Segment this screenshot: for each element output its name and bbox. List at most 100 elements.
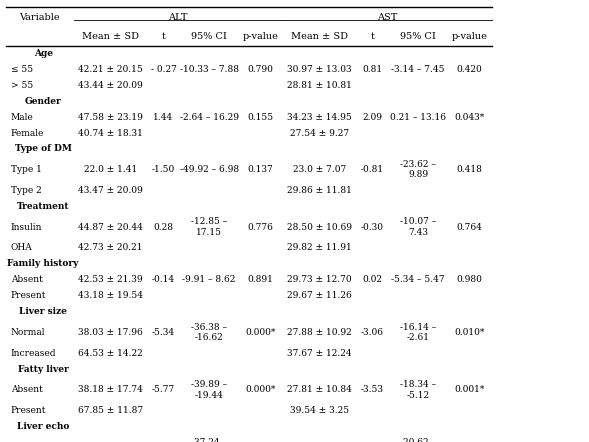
Text: 34.23 ± 14.95: 34.23 ± 14.95 <box>287 113 352 122</box>
Text: 0.891: 0.891 <box>248 275 273 284</box>
Text: 27.88 ± 10.92: 27.88 ± 10.92 <box>287 328 352 337</box>
Text: Male: Male <box>11 113 34 122</box>
Text: -12.85 –
17.15: -12.85 – 17.15 <box>191 217 227 237</box>
Text: 0.764: 0.764 <box>457 223 482 232</box>
Text: -10.07 –
7.43: -10.07 – 7.43 <box>400 217 436 237</box>
Text: 0.010*: 0.010* <box>455 328 485 337</box>
Text: -2.64 – 16.29: -2.64 – 16.29 <box>180 113 239 122</box>
Text: -3.14 – 7.45: -3.14 – 7.45 <box>392 65 445 74</box>
Text: 47.58 ± 23.19: 47.58 ± 23.19 <box>78 113 143 122</box>
Text: 0.001*: 0.001* <box>455 385 485 394</box>
Text: -18.34 –
-5.12: -18.34 – -5.12 <box>400 380 436 400</box>
Text: 43.18 ± 19.54: 43.18 ± 19.54 <box>78 291 143 300</box>
Text: 43.47 ± 20.09: 43.47 ± 20.09 <box>78 186 143 195</box>
Text: -23.62 –
9.89: -23.62 – 9.89 <box>401 160 436 179</box>
Text: Family history: Family history <box>8 259 79 268</box>
Text: -1.50: -1.50 <box>152 165 175 174</box>
Text: ≤ 55: ≤ 55 <box>11 65 33 74</box>
Text: -9.91 – 8.62: -9.91 – 8.62 <box>183 275 236 284</box>
Text: Liver echo: Liver echo <box>17 422 70 431</box>
Text: 0.000*: 0.000* <box>246 385 276 394</box>
Text: 0.980: 0.980 <box>457 275 482 284</box>
Text: > 55: > 55 <box>11 81 33 90</box>
Text: OHA: OHA <box>11 244 32 252</box>
Text: 0.21 – 13.16: 0.21 – 13.16 <box>390 113 446 122</box>
Text: 0.043*: 0.043* <box>455 113 485 122</box>
Text: 22.0 ± 1.41: 22.0 ± 1.41 <box>84 165 137 174</box>
Text: Type 1: Type 1 <box>11 165 41 174</box>
Text: -5.34 – 5.47: -5.34 – 5.47 <box>391 275 445 284</box>
Text: -3.53: -3.53 <box>361 385 384 394</box>
Text: 0.420: 0.420 <box>457 65 482 74</box>
Text: -5.34: -5.34 <box>152 328 175 337</box>
Text: Increased: Increased <box>11 349 56 358</box>
Text: Type 2: Type 2 <box>11 186 41 195</box>
Text: 44.87 ± 20.44: 44.87 ± 20.44 <box>78 223 143 232</box>
Text: 28.50 ± 10.69: 28.50 ± 10.69 <box>287 223 352 232</box>
Text: 0.81: 0.81 <box>362 65 383 74</box>
Text: -3.06: -3.06 <box>361 328 384 337</box>
Text: 27.54 ± 9.27: 27.54 ± 9.27 <box>290 129 349 137</box>
Text: t: t <box>370 32 375 41</box>
Text: 23.0 ± 7.07: 23.0 ± 7.07 <box>293 165 346 174</box>
Text: 1.44: 1.44 <box>153 113 174 122</box>
Text: 29.82 ± 11.91: 29.82 ± 11.91 <box>287 244 352 252</box>
Text: 37.67 ± 12.24: 37.67 ± 12.24 <box>287 349 352 358</box>
Text: 0.790: 0.790 <box>248 65 273 74</box>
Text: -10.33 – 7.88: -10.33 – 7.88 <box>180 65 239 74</box>
Text: 29.86 ± 11.81: 29.86 ± 11.81 <box>287 186 352 195</box>
Text: 64.53 ± 14.22: 64.53 ± 14.22 <box>78 349 143 358</box>
Text: 95% CI: 95% CI <box>401 32 436 41</box>
Text: 0.02: 0.02 <box>363 275 382 284</box>
Text: 0.418: 0.418 <box>457 165 482 174</box>
Text: 43.44 ± 20.09: 43.44 ± 20.09 <box>78 81 143 90</box>
Text: 40.74 ± 18.31: 40.74 ± 18.31 <box>78 129 143 137</box>
Text: Liver size: Liver size <box>19 307 67 316</box>
Text: p-value: p-value <box>243 32 279 41</box>
Text: 0.776: 0.776 <box>248 223 273 232</box>
Text: -0.14: -0.14 <box>152 275 175 284</box>
Text: 27.81 ± 10.84: 27.81 ± 10.84 <box>287 385 352 394</box>
Text: 2.09: 2.09 <box>363 113 382 122</box>
Text: Age: Age <box>34 49 52 58</box>
Text: 0.155: 0.155 <box>247 113 274 122</box>
Text: Type of DM: Type of DM <box>15 145 72 153</box>
Text: -39.89 –
-19.44: -39.89 – -19.44 <box>191 380 227 400</box>
Text: 95% CI: 95% CI <box>191 32 227 41</box>
Text: Absent: Absent <box>11 385 42 394</box>
Text: Variable: Variable <box>19 13 60 22</box>
Text: 42.73 ± 20.21: 42.73 ± 20.21 <box>78 244 143 252</box>
Text: Normal: Normal <box>11 328 45 337</box>
Text: 30.97 ± 13.03: 30.97 ± 13.03 <box>287 65 352 74</box>
Text: -36.38 –
-16.62: -36.38 – -16.62 <box>191 323 227 342</box>
Text: AST: AST <box>377 13 398 22</box>
Text: Absent: Absent <box>11 275 42 284</box>
Text: Present: Present <box>11 406 46 415</box>
Text: -37.24 –
-20.54: -37.24 – -20.54 <box>191 438 227 442</box>
Text: 0.28: 0.28 <box>154 223 173 232</box>
Text: t: t <box>161 32 166 41</box>
Text: 0.000*: 0.000* <box>246 328 276 337</box>
Text: - 0.27: - 0.27 <box>151 65 176 74</box>
Text: 42.21 ± 20.15: 42.21 ± 20.15 <box>78 65 143 74</box>
Text: Present: Present <box>11 291 46 300</box>
Text: -20.62 –
-6.45: -20.62 – -6.45 <box>400 438 436 442</box>
Text: -49.92 – 6.98: -49.92 – 6.98 <box>180 165 239 174</box>
Text: Gender: Gender <box>25 97 61 106</box>
Text: Insulin: Insulin <box>11 223 42 232</box>
Text: Treatment: Treatment <box>17 202 70 211</box>
Text: Mean ± SD: Mean ± SD <box>82 32 139 41</box>
Text: 28.81 ± 10.81: 28.81 ± 10.81 <box>287 81 352 90</box>
Text: -0.81: -0.81 <box>361 165 384 174</box>
Text: 29.67 ± 11.26: 29.67 ± 11.26 <box>287 291 352 300</box>
Text: Fatty liver: Fatty liver <box>18 365 68 373</box>
Text: p-value: p-value <box>452 32 488 41</box>
Text: ALT: ALT <box>168 13 188 22</box>
Text: Mean ± SD: Mean ± SD <box>291 32 348 41</box>
Text: 39.54 ± 3.25: 39.54 ± 3.25 <box>290 406 349 415</box>
Text: 0.137: 0.137 <box>248 165 273 174</box>
Text: -16.14 –
-2.61: -16.14 – -2.61 <box>400 323 436 342</box>
Text: 38.18 ± 17.74: 38.18 ± 17.74 <box>78 385 143 394</box>
Text: 67.85 ± 11.87: 67.85 ± 11.87 <box>78 406 143 415</box>
Text: 38.03 ± 17.96: 38.03 ± 17.96 <box>78 328 143 337</box>
